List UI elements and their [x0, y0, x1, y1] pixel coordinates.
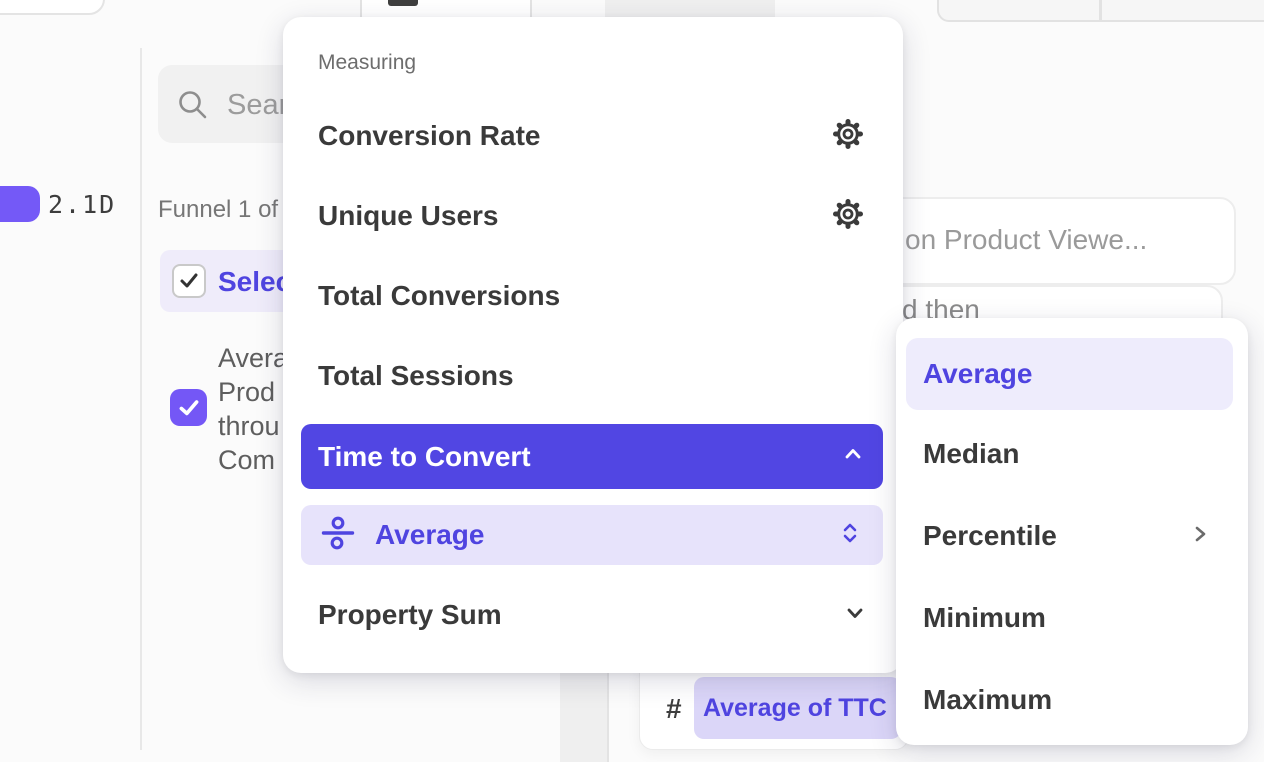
step-checkbox-checked[interactable]	[170, 389, 207, 426]
top-left-card-corner	[0, 0, 105, 15]
metric-type-symbol: #	[666, 693, 682, 724]
submenu-item-percentile[interactable]: Percentile	[906, 514, 1233, 558]
column-gutter	[560, 673, 607, 762]
measuring-dropdown: Measuring Conversion Rate Unique Users	[283, 17, 903, 673]
submenu-item-average[interactable]: Average	[906, 338, 1233, 410]
measuring-header: Measuring	[318, 51, 417, 74]
gear-icon[interactable]	[831, 197, 865, 236]
step-line: Avera	[218, 343, 289, 373]
menu-item-time-to-convert[interactable]: Time to Convert	[301, 424, 883, 489]
menu-subitem-label: Average	[375, 519, 485, 550]
metric-selector-button[interactable]: Average of TTC	[694, 677, 913, 739]
submenu-item-median[interactable]: Median	[906, 432, 1233, 476]
step-line: Com	[218, 445, 276, 475]
right-pane-divider	[607, 660, 609, 762]
submenu-item-label: Median	[923, 438, 1020, 469]
submenu-item-label: Percentile	[923, 520, 1057, 551]
search-placeholder: Sear	[227, 89, 289, 121]
top-right-tab-1[interactable]	[937, 0, 1101, 22]
chevron-down-icon	[845, 605, 865, 626]
menu-item-label: Time to Convert	[318, 440, 531, 472]
top-middle-dark-handle	[388, 0, 418, 6]
chevron-up-icon	[843, 446, 863, 467]
select-all-label: Selec	[218, 266, 292, 297]
step-line: Prod	[218, 377, 276, 407]
submenu-item-minimum[interactable]: Minimum	[906, 596, 1233, 640]
submenu-item-label: Average	[923, 358, 1033, 389]
menu-item-total-conversions[interactable]: Total Conversions	[318, 273, 865, 319]
menu-item-label: Unique Users	[318, 200, 499, 231]
select-all-checkbox[interactable]	[172, 264, 206, 298]
menu-item-label: Property Sum	[318, 599, 502, 630]
submenu-item-label: Minimum	[923, 602, 1046, 633]
event-clause-text: on Product Viewe...	[905, 224, 1148, 255]
gear-icon[interactable]	[831, 117, 865, 156]
step-line: throu	[218, 411, 280, 441]
funnel-counter: Funnel 1 of	[158, 196, 279, 223]
menu-subitem-average[interactable]: Average	[301, 505, 883, 565]
aggregation-divide-icon	[320, 515, 356, 556]
menu-item-conversion-rate[interactable]: Conversion Rate	[318, 113, 865, 159]
submenu-item-label: Maximum	[923, 684, 1053, 715]
legend-duration-label: 2.1D	[48, 190, 117, 219]
menu-item-unique-users[interactable]: Unique Users	[318, 193, 865, 239]
metric-selector-label: Average of TTC	[703, 693, 887, 722]
chevron-up-down-icon	[841, 522, 859, 549]
aggregation-submenu: Average Median Percentile Minimum Maximu…	[896, 318, 1248, 745]
legend-color-chip[interactable]	[0, 186, 40, 222]
step-description: Avera Prod throu Com	[218, 341, 288, 477]
submenu-item-maximum[interactable]: Maximum	[906, 678, 1233, 722]
left-pane-divider	[140, 48, 142, 750]
search-icon	[176, 88, 210, 127]
chevron-right-icon	[1193, 523, 1209, 550]
menu-item-total-sessions[interactable]: Total Sessions	[318, 353, 865, 399]
menu-item-label: Total Conversions	[318, 280, 561, 311]
top-right-tab-2[interactable]	[1100, 0, 1264, 22]
menu-item-label: Conversion Rate	[318, 120, 541, 151]
menu-item-property-sum[interactable]: Property Sum	[318, 592, 865, 638]
menu-item-label: Total Sessions	[318, 360, 514, 391]
